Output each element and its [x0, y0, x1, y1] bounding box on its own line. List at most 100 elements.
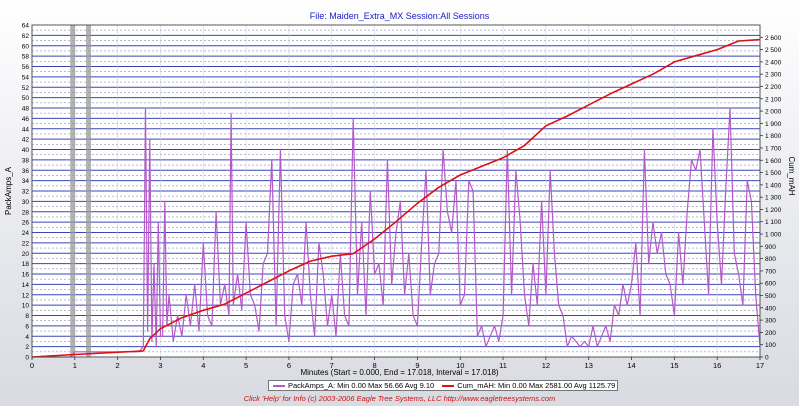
y-tick-label: 2 [25, 344, 29, 351]
y-tick-label: 0 [25, 355, 29, 362]
y2-tick-label: 1 700 [765, 145, 782, 152]
cummah-line [31, 38, 761, 358]
x-tick-label: 6 [287, 361, 291, 370]
y2-tick-label: 1 100 [765, 219, 782, 226]
y2-tick-label: 2 100 [765, 96, 782, 103]
y2-tick-label: 2 600 [765, 35, 782, 42]
y2-tick-label: 400 [765, 305, 776, 312]
y2-tick-label: 1 200 [765, 207, 782, 214]
x-tick-label: 7 [330, 361, 334, 370]
y2-tick-label: 600 [765, 281, 776, 288]
y-tick-label: 56 [22, 64, 30, 71]
legend-swatch-cummah [442, 384, 455, 387]
y-tick-label: 58 [22, 54, 30, 61]
x-tick-label: 3 [158, 361, 162, 370]
x-tick-label: 9 [415, 361, 419, 370]
y-tick-label: 26 [22, 220, 30, 227]
y-tick-label: 24 [22, 230, 30, 237]
y2-tick-label: 1 000 [765, 232, 782, 239]
cummah-series [31, 38, 761, 358]
y-axis-label: PackAmps_A [4, 166, 13, 215]
x-tick-label: 12 [542, 361, 550, 370]
legend-text-cummah: Cum_mAH: Min 0.00 Max 2581.00 Avg 1125.7… [457, 381, 616, 390]
y-tick-label: 8 [25, 313, 29, 320]
legend-entry-cummah: Cum_mAH: Min 0.00 Max 2581.00 Avg 1125.7… [438, 381, 619, 390]
y-tick-label: 30 [22, 199, 30, 206]
y2-tick-label: 300 [765, 318, 776, 325]
y2-tick-label: 800 [765, 256, 776, 263]
y-tick-label: 38 [22, 157, 30, 164]
y-tick-label: 10 [22, 303, 30, 310]
x-tick-label: 15 [670, 361, 678, 370]
y-tick-label: 46 [22, 116, 30, 123]
y2-tick-label: 1 900 [765, 121, 782, 128]
y2-tick-label: 2 300 [765, 72, 782, 79]
y2-axis-ticks: 0 100 200 300 400 500 600 700 800 900 1 000 1 100 1 … [760, 35, 782, 362]
y-tick-label: 4 [25, 334, 29, 341]
y2-tick-label: 100 [765, 342, 776, 349]
x-tick-label: 10 [456, 361, 464, 370]
x-tick-label: 2 [116, 361, 120, 370]
y-tick-label: 6 [25, 323, 29, 330]
y2-tick-label: 2 000 [765, 109, 782, 116]
packamps-line [32, 107, 761, 358]
y2-tick-label: 2 200 [765, 84, 782, 91]
session-marker [86, 25, 92, 357]
packamps-series [32, 107, 761, 358]
y-tick-label: 44 [22, 126, 30, 133]
x-tick-label: 13 [585, 361, 593, 370]
y-tick-label: 22 [22, 240, 30, 247]
y-tick-label: 64 [22, 23, 30, 30]
y-tick-label: 18 [22, 261, 30, 268]
y-tick-label: 50 [22, 95, 30, 102]
x-tick-label: 0 [30, 361, 34, 370]
y2-tick-label: 500 [765, 293, 776, 300]
legend-swatch-packamps [273, 384, 285, 387]
y2-tick-label: 1 400 [765, 182, 782, 189]
x-tick-label: 5 [244, 361, 248, 370]
x-tick-label: 14 [627, 361, 635, 370]
y2-tick-label: 1 600 [765, 158, 782, 165]
y-tick-label: 14 [22, 282, 30, 289]
y-tick-label: 32 [22, 189, 30, 196]
x-tick-label: 1 [73, 361, 77, 370]
y-tick-label: 20 [22, 251, 30, 258]
x-tick-label: 8 [373, 361, 377, 370]
y-tick-label: 12 [22, 292, 30, 299]
y2-axis-label: Cum_mAH [787, 156, 796, 195]
y-tick-label: 28 [22, 209, 30, 216]
session-marker [70, 25, 76, 357]
legend-entry-packamps: PackAmps_A: Min 0.00 Max 56.66 Avg 9.10 [269, 381, 438, 390]
x-tick-label: 16 [713, 361, 721, 370]
y2-tick-label: 1 300 [765, 195, 782, 202]
y2-tick-label: 0 [765, 355, 769, 362]
y-tick-label: 34 [22, 178, 30, 185]
footer-info: Click 'Help' for Info (c) 2003-2006 Eagl… [243, 394, 556, 403]
session-markers [70, 25, 92, 357]
y-tick-label: 40 [22, 147, 30, 154]
y2-tick-label: 700 [765, 268, 776, 275]
legend: PackAmps_A: Min 0.00 Max 56.66 Avg 9.10 … [268, 380, 618, 391]
y-tick-label: 62 [22, 33, 30, 40]
y2-tick-label: 2 500 [765, 47, 782, 54]
y-tick-label: 54 [22, 74, 30, 81]
chart-title: File: Maiden_Extra_MX Session:All Sessio… [309, 11, 490, 21]
plot-frame [31, 24, 761, 358]
x-tick-label: 17 [756, 361, 764, 370]
y-tick-label: 52 [22, 85, 30, 92]
y-tick-label: 36 [22, 168, 30, 175]
y2-tick-label: 1 800 [765, 133, 782, 140]
y-tick-label: 16 [22, 272, 30, 279]
y-tick-label: 42 [22, 137, 30, 144]
legend-text-packamps: PackAmps_A: Min 0.00 Max 56.66 Avg 9.10 [288, 381, 435, 390]
y-axis-ticks: 0246810121416182022242628303234363840424… [22, 23, 30, 362]
y-tick-label: 48 [22, 106, 30, 113]
x-tick-label: 4 [201, 361, 205, 370]
x-axis-ticks: 0 1 2 3 4 5 6 7 8 9 10 11 12 13 14 15 16 17 [30, 357, 764, 370]
y2-tick-label: 1 500 [765, 170, 782, 177]
y2-tick-label: 200 [765, 330, 776, 337]
x-tick-label: 11 [499, 361, 507, 370]
x-axis-label: Minutes (Start = 0.000, End = 17.018, In… [300, 368, 499, 377]
y2-tick-label: 900 [765, 244, 776, 251]
